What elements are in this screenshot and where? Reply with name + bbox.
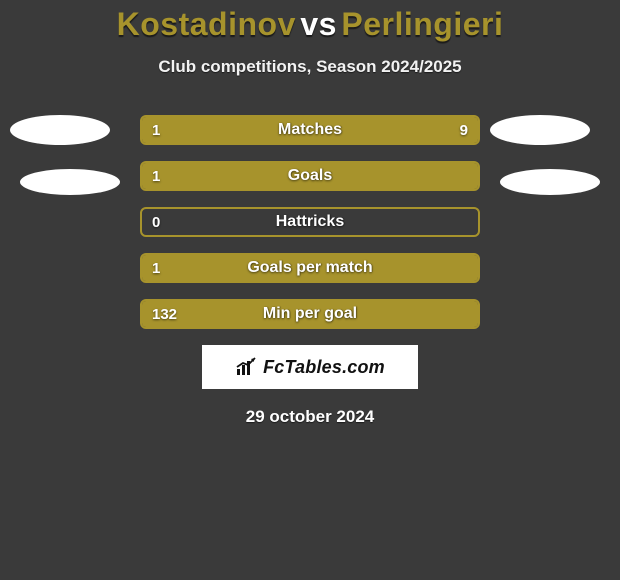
stat-bar: Min per goal132 xyxy=(140,299,480,329)
date-row: 29 october 2024 xyxy=(0,407,620,427)
chart-area: Matches19 Goals1 Hattricks0 Goals per match… xyxy=(0,115,620,329)
bar-value-left: 0 xyxy=(142,209,170,235)
stat-bar: Matches19 xyxy=(140,115,480,145)
subtitle: Club competitions, Season 2024/2025 xyxy=(158,57,461,76)
bar-fill-right xyxy=(202,117,478,143)
bars-container: Matches19 Goals1 Hattricks0 Goals per match… xyxy=(140,115,480,329)
stat-bar: Goals per match1 xyxy=(140,253,480,283)
date-text: 29 october 2024 xyxy=(246,407,375,426)
stat-bar: Goals1 xyxy=(140,161,480,191)
avatar-left-main xyxy=(10,115,110,145)
bar-value-right xyxy=(458,209,478,235)
stat-bar: Hattricks0 xyxy=(140,207,480,237)
avatar-left-sub xyxy=(20,169,120,195)
title-vs: vs xyxy=(300,6,337,42)
brand-text: FcTables.com xyxy=(263,357,385,378)
bar-fill-left xyxy=(142,255,478,281)
bar-fill-left xyxy=(142,163,478,189)
title-left: Kostadinov xyxy=(117,6,296,42)
brand-box: FcTables.com xyxy=(202,345,418,389)
title-row: Kostadinov vs Perlingieri xyxy=(0,0,620,43)
avatar-right-sub xyxy=(500,169,600,195)
bar-fill-left xyxy=(142,301,478,327)
brand-chart-icon xyxy=(235,357,257,377)
bar-label: Hattricks xyxy=(142,209,478,235)
subtitle-row: Club competitions, Season 2024/2025 xyxy=(0,57,620,77)
bar-fill-left xyxy=(142,117,202,143)
title-right: Perlingieri xyxy=(341,6,503,42)
avatar-right-main xyxy=(490,115,590,145)
